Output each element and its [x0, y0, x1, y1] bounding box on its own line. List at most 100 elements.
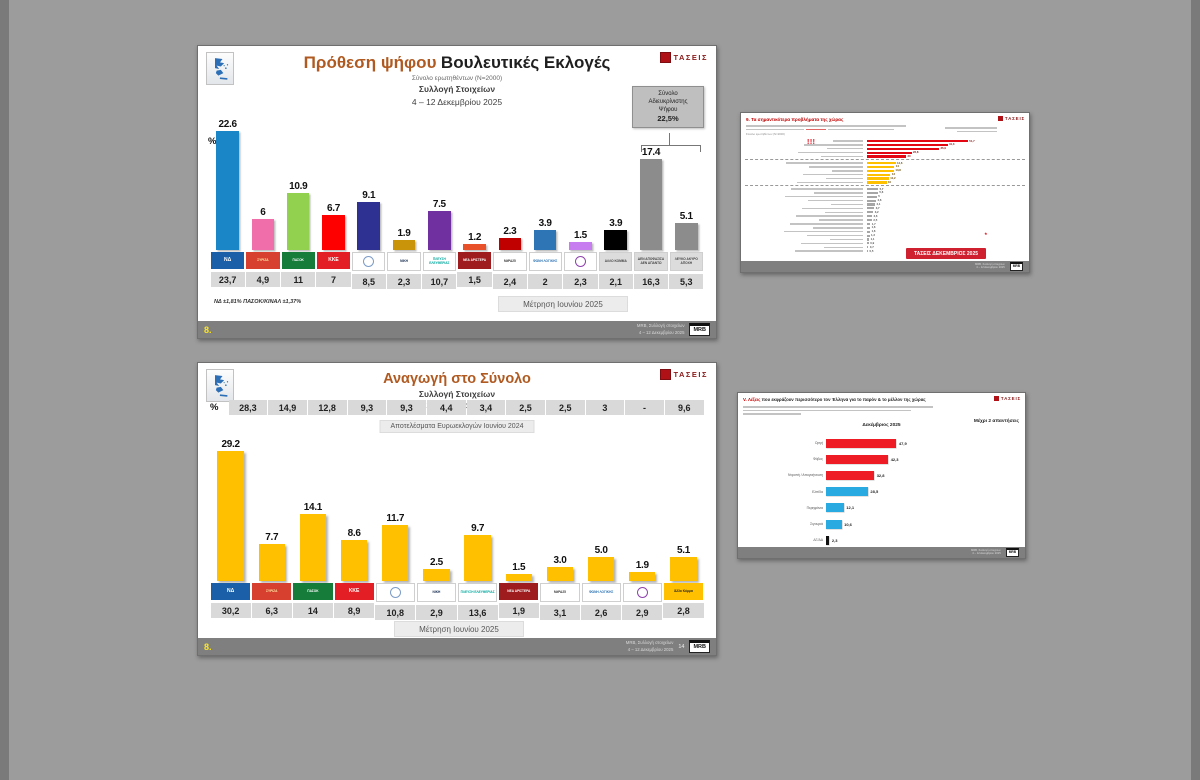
problem-label	[745, 181, 867, 184]
problem-label-text	[813, 227, 863, 229]
taseis-date-badge: ΤΑΣΕΙΣ ΔΕΚΕΜΒΡΙΟΣ 2025	[906, 248, 986, 259]
problem-label-text	[824, 246, 863, 249]
footer-right: MRB, Συλλογή στοιχείων 4 – 12 Δεκεμβρίου…	[626, 640, 710, 653]
question-description	[743, 406, 948, 417]
word-bar	[826, 503, 844, 513]
party-bar	[392, 240, 416, 250]
problem-value: 5,6	[879, 190, 884, 195]
problem-label	[745, 246, 867, 249]
greece-map-icon	[206, 52, 234, 85]
party-logo	[352, 252, 386, 271]
voting-intention-chart: 22.6 ΝΔ 23,7 6 ΣΥΡΙΖΑ 4,9 10.9 ΠΑΣΟΚ 11 6.7 ΚΚΕ 7 9.…	[210, 110, 704, 289]
bar-zone: 7.5	[422, 110, 457, 250]
problem-label	[745, 203, 867, 206]
undecided-total-box: Σύνολο Αδιευκρίνιστης Ψήφου 22,5%	[632, 86, 704, 129]
bar-value-label: 22.6	[218, 119, 238, 131]
previous-measurement-box: Μέτρηση Ιουνίου 2025	[498, 296, 628, 312]
problem-label-text	[802, 207, 863, 210]
bar-value-label: 6	[260, 206, 266, 218]
problem-label-text	[786, 162, 863, 164]
party-column: 29.2 ΝΔ 30,2	[210, 439, 251, 620]
problem-row: 0,7	[745, 245, 1025, 249]
undecided-line1: Σύνολο	[658, 91, 678, 97]
footer-right: MRB, Συλλογή στοιχείων 4 – 12 Δεκεμβρίου…	[975, 262, 1023, 271]
taseis-logo: ΤΑΣΕΙΣ	[998, 116, 1025, 121]
euro-result-cell: 9,3	[387, 400, 426, 415]
previous-value-cell: 2,9	[416, 605, 457, 620]
word-row: Φόβος 42,3	[746, 451, 1017, 467]
problem-bar	[867, 203, 875, 206]
party-bar	[498, 237, 522, 250]
slide-footer: 8. MRB, Συλλογή στοιχείων 4 – 12 Δεκεμβρ…	[198, 638, 716, 655]
percent-axis-label: %	[210, 402, 219, 413]
slide-footer: MRB, Συλλογή στοιχείων 4 – 12 Δεκεμβρίου…	[738, 547, 1025, 558]
euro-results-label: Αποτελέσματα Ευρωεκλογών Ιουνίου 2024	[379, 420, 535, 433]
undecided-bracket	[641, 145, 701, 152]
description-line	[746, 125, 921, 127]
problem-bar	[867, 250, 868, 253]
footer-note-line1: MRB, Συλλογή στοιχείων	[636, 323, 685, 329]
sample-size-note: Σύνολο ερωτηθέντων (Ν=2000)	[746, 132, 785, 137]
legend-notes	[945, 127, 999, 134]
problem-label	[745, 242, 867, 245]
slide-header: Πρόθεση ψήφου Βουλευτικές Εκλογές Σύνολο…	[198, 46, 716, 107]
party-logo-ring	[389, 587, 401, 598]
bar-zone: 3.9	[598, 110, 633, 250]
problem-bar	[867, 230, 871, 233]
slide-country-problems[interactable]: 9. Τα σημαντικότερα προβλήματα της χώρας…	[740, 112, 1030, 273]
party-bar	[505, 573, 532, 581]
party-logo-text: ΦΩΝΗ ΛΟΓΙΚΗΣ	[532, 258, 558, 263]
problem-label	[745, 250, 867, 252]
bar-value-label: 1.5	[573, 230, 587, 242]
party-bar	[322, 214, 345, 250]
problem-bar	[867, 218, 872, 222]
euro-result-cell: 4,4	[426, 400, 466, 415]
party-column: 1.9 2,9	[622, 439, 663, 620]
party-logo-text: ΠΑΣΟΚ	[307, 588, 319, 593]
slide-words-feelings[interactable]: V. Λέξεις που εκφράζουν περισσότερο τον …	[737, 392, 1026, 559]
previous-value-cell: 23,7	[210, 272, 245, 287]
problems-chart: 51,7 41,3 36,9 22,8 20 14,6 14 13,8 12 11,2 10 5,7 5…	[745, 139, 1025, 253]
problem-value: 4,6	[877, 198, 882, 203]
party-logo-text: ΝΔ	[224, 256, 232, 263]
problem-label	[745, 155, 867, 158]
party-column: 5.1 ΛΕΥΚΟ ΑΚΥΡΟ ΑΠΟΧΗ 5,3	[669, 110, 704, 289]
slide-projection-total[interactable]: ΤΑΣΕΙΣ Αναγωγή στο Σύνολο Συλλογή Στοιχε…	[197, 362, 717, 656]
euro-result-cell: 9,3	[347, 400, 387, 415]
undecided-line3: Ψήφου	[658, 107, 678, 114]
problem-row: 51,7	[745, 139, 1025, 143]
bar-value-label: 9.1	[362, 190, 376, 202]
undecided-value: 22,5%	[657, 114, 679, 124]
party-bar	[464, 534, 491, 581]
problem-value: 22,8	[913, 150, 919, 155]
problem-row: 1,3	[745, 234, 1025, 238]
bar-zone: 5.1	[663, 439, 704, 581]
problem-bar	[867, 147, 939, 150]
slide-voting-intention[interactable]: ΤΑΣΕΙΣ Πρόθεση ψήφου Βουλευτικές Εκλογές…	[197, 45, 717, 339]
group-separator	[745, 185, 1025, 187]
problem-label	[745, 177, 867, 180]
bar-value-label: 3.0	[553, 554, 567, 566]
problem-bar	[867, 195, 877, 198]
bar-value-label: 2.5	[429, 557, 443, 569]
party-bar	[216, 131, 239, 250]
party-column: 22.6 ΝΔ 23,7	[210, 110, 245, 289]
party-column: 9.1 8,5	[351, 110, 386, 289]
problem-value: 2,5	[873, 217, 878, 222]
party-column: 2.5 ΝΙΚΗ 2,9	[416, 439, 457, 620]
party-logo-ring	[363, 256, 375, 267]
bar-zone: 3.0	[539, 439, 580, 581]
previous-value-cell: 2	[528, 274, 563, 289]
previous-value-cell: 2,3	[563, 274, 598, 289]
taseis-logo-text: ΤΑΣΕΙΣ	[1004, 116, 1025, 121]
bar-zone: 5.0	[581, 439, 622, 581]
problem-label	[745, 215, 867, 217]
page-title: V. Λέξεις που εκφράζουν περισσότερο τον …	[743, 397, 983, 402]
party-column: 9.7 ΠΛΕΥΣΗ ΕΛΕΥΘΕΡΙΑΣ 13,6	[457, 439, 498, 620]
problem-value: 1,6	[871, 229, 876, 234]
party-logo: ΠΑΣΟΚ	[293, 583, 333, 600]
word-value: 47,9	[898, 440, 907, 446]
word-bar	[826, 438, 897, 448]
problem-label	[745, 207, 867, 210]
